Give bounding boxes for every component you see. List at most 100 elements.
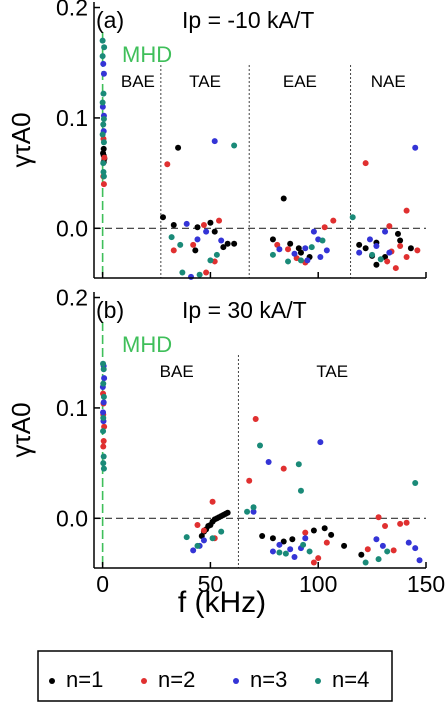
data-point: [317, 254, 324, 261]
data-point: [100, 393, 107, 400]
panel-title: Ip = -10 kA/T: [182, 7, 314, 33]
data-point: [216, 217, 223, 224]
data-point: [100, 169, 107, 176]
data-point: [100, 460, 107, 467]
data-point: [100, 409, 107, 416]
data-point: [99, 37, 106, 44]
data-point: [209, 535, 216, 542]
data-point: [364, 546, 371, 553]
data-point: [194, 542, 201, 549]
region-label: TAE: [189, 72, 221, 91]
data-point: [213, 251, 220, 258]
data-point: [405, 539, 412, 546]
data-point: [250, 508, 257, 515]
legend-item: n=3: [233, 667, 287, 692]
data-point: [100, 181, 107, 188]
legend-label: n=2: [158, 667, 195, 692]
data-point: [304, 257, 311, 264]
y-tick-label: 0.1: [56, 105, 88, 131]
panel-label: (a): [96, 7, 124, 33]
data-point: [310, 559, 317, 566]
data-point: [403, 207, 410, 214]
data-point: [252, 415, 259, 422]
y-tick-label: 0.0: [56, 215, 88, 241]
data-point: [412, 479, 419, 486]
y-axis-label: γτA0: [6, 112, 36, 167]
data-point: [362, 160, 369, 167]
chart-panel: BAE TAE EAE NAE 0.0 0.1 0.2 (a) Ip = -10 kA/T MHD…: [6, 0, 427, 280]
data-point: [100, 173, 107, 180]
data-point: [362, 559, 369, 566]
data-point: [373, 536, 380, 543]
data-point: [317, 439, 324, 446]
data-point: [349, 214, 356, 221]
data-point: [100, 90, 107, 97]
legend-item: n=1: [49, 667, 103, 692]
data-point: [211, 138, 218, 145]
data-point: [203, 269, 210, 276]
data-point: [310, 527, 317, 534]
legend-item: n=2: [141, 667, 195, 692]
data-point: [386, 223, 393, 230]
legend-item: n=4: [315, 667, 369, 692]
y-tick-label: 0.2: [56, 285, 88, 311]
x-tick-label: 150: [407, 571, 445, 597]
data-point: [285, 246, 292, 253]
data-point: [280, 195, 287, 202]
data-point: [164, 161, 171, 168]
legend-label: n=4: [332, 667, 369, 692]
data-point: [269, 236, 276, 243]
data-point: [319, 237, 326, 244]
data-point: [302, 245, 309, 252]
data-point: [100, 145, 107, 152]
data-point: [330, 217, 337, 224]
data-point: [100, 360, 107, 367]
region-label: BAE: [121, 72, 155, 91]
data-point: [100, 121, 107, 128]
data-point: [390, 547, 397, 554]
data-point: [224, 240, 231, 247]
legend-marker: [49, 678, 55, 684]
legend-box: [37, 650, 393, 702]
panels: BAE TAE EAE NAE 0.0 0.1 0.2 (a) Ip = -10 kA/T MHD…: [6, 0, 445, 597]
data-point: [183, 534, 190, 541]
data-point: [306, 548, 313, 555]
data-point: [168, 234, 175, 241]
data-point: [285, 258, 292, 265]
data-point: [373, 261, 380, 268]
data-point: [328, 531, 335, 538]
data-point: [100, 428, 107, 435]
x-tick-label: 0: [96, 571, 109, 597]
y-tick-label: 0.0: [56, 505, 88, 531]
data-point: [200, 537, 207, 544]
data-point: [323, 539, 330, 546]
data-point: [300, 541, 307, 548]
data-point: [100, 443, 107, 450]
data-point: [257, 442, 263, 449]
data-point: [407, 245, 414, 252]
data-point: [287, 546, 294, 553]
data-point: [220, 244, 227, 251]
x-tick-label: 100: [299, 571, 337, 597]
data-point: [211, 228, 218, 235]
data-point: [100, 366, 107, 373]
data-point: [412, 545, 419, 552]
data-point: [100, 453, 107, 460]
data-point: [194, 521, 201, 528]
data-point: [159, 214, 166, 221]
legend-marker: [141, 678, 147, 684]
data-point: [100, 438, 107, 445]
data-point: [100, 60, 107, 67]
data-point: [356, 249, 363, 256]
data-point: [379, 542, 386, 549]
data-point: [246, 477, 253, 484]
data-point: [416, 557, 423, 564]
data-point: [196, 271, 203, 278]
chart-panel: BAE TAE 0.0 0.1 0.2 0 50 100 150 (b) Ip = 30 kA/T M…: [6, 285, 445, 597]
data-point: [224, 509, 231, 516]
data-point: [341, 542, 348, 549]
data-point: [100, 70, 107, 77]
data-point: [280, 465, 287, 472]
panel-label: (b): [96, 297, 124, 323]
